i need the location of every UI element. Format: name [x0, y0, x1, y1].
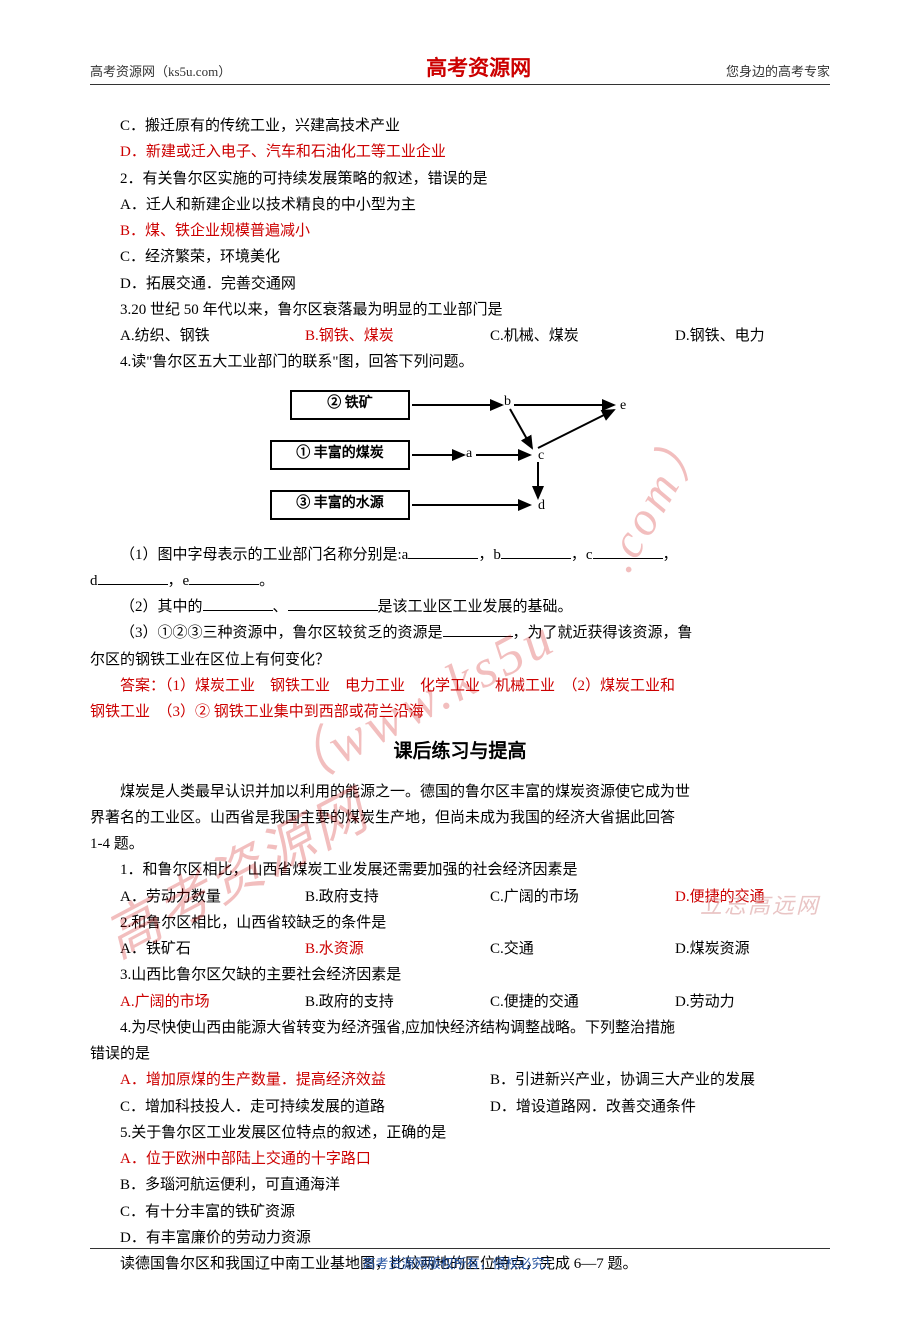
- p4-option-a-answer: A．增加原煤的生产数量．提高经济效益: [90, 1067, 460, 1093]
- q4-2b: 、: [273, 599, 288, 615]
- option-c: C．搬迁原有的传统工业，兴建高技术产业: [90, 113, 830, 139]
- q4-1-text-a: （1）图中字母表示的工业部门名称分别是:a: [120, 547, 408, 563]
- q4-sub3-line2: 尔区的钢铁工业在区位上有何变化？: [90, 647, 830, 673]
- intro-line2: 界著名的工业区。山西省是我国主要的煤炭生产地，但尚未成为我国的经济大省据此回答: [90, 805, 830, 831]
- p5-option-a-answer: A．位于欧洲中部陆上交通的十字路口: [90, 1146, 830, 1172]
- header-center-brand: 高考资源网: [426, 52, 531, 82]
- question-4: 4.读"鲁尔区五大工业部门的联系"图，回答下列问题。: [90, 349, 830, 375]
- intro-line1: 煤炭是人类最早认识并加以利用的能源之一。德国的鲁尔区丰富的煤炭资源使它成为世: [90, 779, 830, 805]
- p3-option-c: C.便捷的交通: [460, 989, 645, 1015]
- intro-line3: 1-4 题。: [90, 831, 830, 857]
- p4-option-b: B．引进新兴产业，协调三大产业的发展: [460, 1067, 755, 1093]
- page: .com） （www.ks5u 高考资源网 立志高远网 高考资源网（ks5u.c…: [0, 0, 920, 1317]
- p3-option-d: D.劳动力: [645, 989, 830, 1015]
- q3-options: A.纺织、钢铁 B.钢铁、煤炭 C.机械、煤炭 D.钢铁、电力: [90, 323, 830, 349]
- q2-option-d: D．拓展交通．完善交通网: [90, 271, 830, 297]
- q4-1-text-d: ，: [663, 547, 678, 563]
- q2-option-b-answer: B．煤、铁企业规模普遍减小: [90, 218, 830, 244]
- p4-options-row2: C．增加科技投人．走可持续发展的道路 D．增设道路网．改善交通条件: [90, 1094, 830, 1120]
- p5-option-b: B．多瑙河航运便利，可直通海洋: [90, 1172, 830, 1198]
- question-2: 2．有关鲁尔区实施的可持续发展策略的叙述，错误的是: [90, 166, 830, 192]
- p2-option-b-answer: B.水资源: [275, 936, 460, 962]
- diagram-label-d: d: [538, 494, 545, 519]
- page-footer: 高考资源网版权所有，侵权必究！: [90, 1248, 830, 1272]
- blank: [288, 596, 378, 611]
- practice-q1: 1．和鲁尔区相比，山西省煤炭工业发展还需要加强的社会经济因素是: [90, 857, 830, 883]
- p3-option-b: B.政府的支持: [275, 989, 460, 1015]
- blank: [203, 596, 273, 611]
- q4-1-text-b: ，b: [478, 547, 501, 563]
- diagram-label-a: a: [466, 442, 472, 467]
- p4-option-c: C．增加科技投人．走可持续发展的道路: [90, 1094, 460, 1120]
- header-left: 高考资源网（ks5u.com）: [90, 61, 231, 80]
- blank: [501, 544, 571, 559]
- ruhr-diagram: ② 铁矿 ① 丰富的煤炭 ③ 丰富的水源: [270, 384, 650, 534]
- answer-line1: 答案：（1）煤炭工业 钢铁工业 电力工业 化学工业 机械工业 （2）煤炭工业和: [90, 673, 830, 699]
- q4-1-text-c: ，c: [571, 547, 593, 563]
- header-right: 您身边的高考专家: [726, 61, 830, 80]
- q4-sub2: （2）其中的 、 是该工业区工业发展的基础。: [90, 594, 830, 620]
- q4-3a: （3）①②③三种资源中，鲁尔区较贫乏的资源是: [120, 625, 443, 641]
- p4-option-d: D．增设道路网．改善交通条件: [460, 1094, 696, 1120]
- p1-options: A．劳动力数量 B.政府支持 C.广阔的市场 D.便捷的交通: [90, 884, 830, 910]
- q3-option-a: A.纺织、钢铁: [90, 323, 275, 349]
- blank: [98, 570, 168, 585]
- diagram-arrows: [270, 384, 650, 534]
- p3-option-a-answer: A.广阔的市场: [90, 989, 275, 1015]
- p3-options: A.广阔的市场 B.政府的支持 C.便捷的交通 D.劳动力: [90, 989, 830, 1015]
- diagram-label-b: b: [504, 390, 511, 415]
- practice-q5: 5.关于鲁尔区工业发展区位特点的叙述，正确的是: [90, 1120, 830, 1146]
- p5-option-c: C．有十分丰富的铁矿资源: [90, 1199, 830, 1225]
- page-header: 高考资源网（ks5u.com） 高考资源网 您身边的高考专家: [90, 50, 830, 85]
- q4-sub3-line1: （3）①②③三种资源中，鲁尔区较贫乏的资源是 ，为了就近获得该资源，鲁: [90, 620, 830, 646]
- p1-option-b: B.政府支持: [275, 884, 460, 910]
- p2-option-a: A．铁矿石: [90, 936, 275, 962]
- p1-option-c: C.广阔的市场: [460, 884, 645, 910]
- option-d-answer: D．新建或迁入电子、汽车和石油化工等工业企业: [90, 139, 830, 165]
- p1-option-d-answer: D.便捷的交通: [645, 884, 830, 910]
- q4-sub1-line1: （1）图中字母表示的工业部门名称分别是:a ，b ，c ，: [90, 542, 830, 568]
- q3-option-c: C.机械、煤炭: [460, 323, 645, 349]
- blank: [593, 544, 663, 559]
- diagram-label-e: e: [620, 394, 626, 419]
- q4-1e-pre: d: [90, 573, 98, 589]
- q4-2a: （2）其中的: [120, 599, 203, 615]
- practice-q2: 2.和鲁尔区相比，山西省较缺乏的条件是: [90, 910, 830, 936]
- q3-option-b-answer: B.钢铁、煤炭: [275, 323, 460, 349]
- blank: [189, 570, 259, 585]
- q4-2c: 是该工业区工业发展的基础。: [378, 599, 573, 615]
- q4-3b: ，为了就近获得该资源，鲁: [513, 625, 693, 641]
- p1-option-a: A．劳动力数量: [90, 884, 275, 910]
- q2-option-c: C．经济繁荣，环境美化: [90, 244, 830, 270]
- blank: [443, 622, 513, 637]
- section-title: 课后练习与提高: [90, 735, 830, 768]
- q2-option-a: A．迁人和新建企业以技术精良的中小型为主: [90, 192, 830, 218]
- answer-line2: 钢铁工业 （3）② 钢铁工业集中到西部或荷兰沿海: [90, 699, 830, 725]
- p5-option-d: D．有丰富廉价的劳动力资源: [90, 1225, 830, 1251]
- q3-option-d: D.钢铁、电力: [645, 323, 830, 349]
- practice-q3: 3.山西比鲁尔区欠缺的主要社会经济因素是: [90, 962, 830, 988]
- practice-q4-line2: 错误的是: [90, 1041, 830, 1067]
- p2-option-c: C.交通: [460, 936, 645, 962]
- p2-options: A．铁矿石 B.水资源 C.交通 D.煤炭资源: [90, 936, 830, 962]
- q4-1e-end: 。: [259, 573, 274, 589]
- p4-options-row1: A．增加原煤的生产数量．提高经济效益 B．引进新兴产业，协调三大产业的发展: [90, 1067, 830, 1093]
- diagram-label-c: c: [538, 444, 544, 469]
- q4-1e-mid: ，e: [168, 573, 190, 589]
- question-3: 3.20 世纪 50 年代以来，鲁尔区衰落最为明显的工业部门是: [90, 297, 830, 323]
- p2-option-d: D.煤炭资源: [645, 936, 830, 962]
- blank: [408, 544, 478, 559]
- q4-sub1-line2: d ，e 。: [90, 568, 830, 594]
- practice-q4-line1: 4.为尽快使山西由能源大省转变为经济强省,应加快经济结构调整战略。下列整治措施: [90, 1015, 830, 1041]
- content: C．搬迁原有的传统工业，兴建高技术产业 D．新建或迁入电子、汽车和石油化工等工业…: [90, 113, 830, 1277]
- diagram-container: ② 铁矿 ① 丰富的煤炭 ③ 丰富的水源: [90, 384, 830, 534]
